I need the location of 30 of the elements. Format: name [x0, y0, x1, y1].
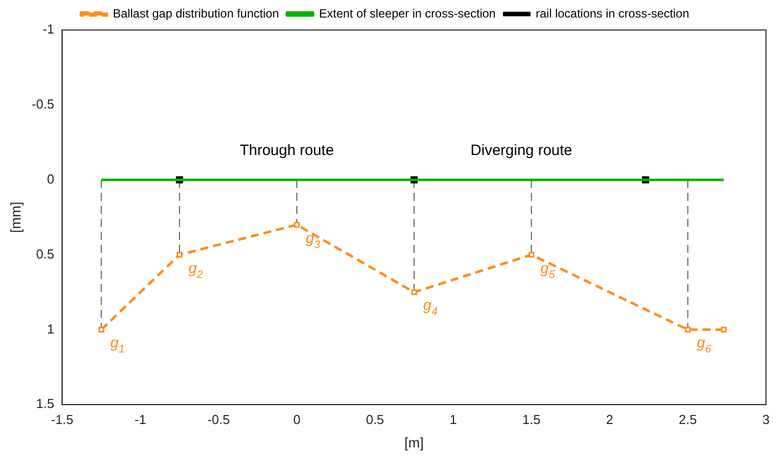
point	[411, 289, 417, 296]
point	[720, 326, 727, 333]
legend-label: Ballast gap distribution function	[112, 6, 279, 20]
y-axis-title: [mm]	[7, 202, 24, 233]
x-tick-label: 2.5	[678, 412, 697, 427]
x-tick-label: 0.5	[366, 412, 384, 427]
y-tick-label: 0.5	[36, 246, 54, 262]
y-tick-label: 1	[46, 321, 54, 336]
x-tick-label: -0.5	[207, 412, 230, 427]
y-tick-label: 1.5	[36, 396, 54, 412]
x-tick-label: 3	[762, 412, 770, 427]
point	[294, 222, 300, 228]
y-tick-label: -0.5	[32, 96, 54, 112]
legend-label: Extent of sleeper in cross-section	[318, 6, 496, 20]
x-tick-label: 0	[293, 412, 300, 427]
y-tick-label: -1	[42, 22, 54, 37]
x-axis-title: [m]	[404, 434, 424, 450]
legend-label: rail locations in cross-section	[536, 6, 690, 20]
annotation: Through route	[240, 142, 334, 159]
y-tick-label: 0	[46, 171, 54, 186]
point	[176, 252, 182, 258]
x-tick-label: 2	[606, 412, 614, 427]
x-tick-label: 1	[450, 412, 457, 427]
annotation: Diverging route	[470, 142, 572, 159]
x-tick-label: -1.5	[51, 412, 74, 427]
x-tick-label: 1.5	[522, 412, 540, 427]
x-tick-label: -1	[134, 412, 146, 427]
point	[98, 326, 104, 333]
point	[684, 326, 691, 333]
point	[528, 252, 534, 258]
